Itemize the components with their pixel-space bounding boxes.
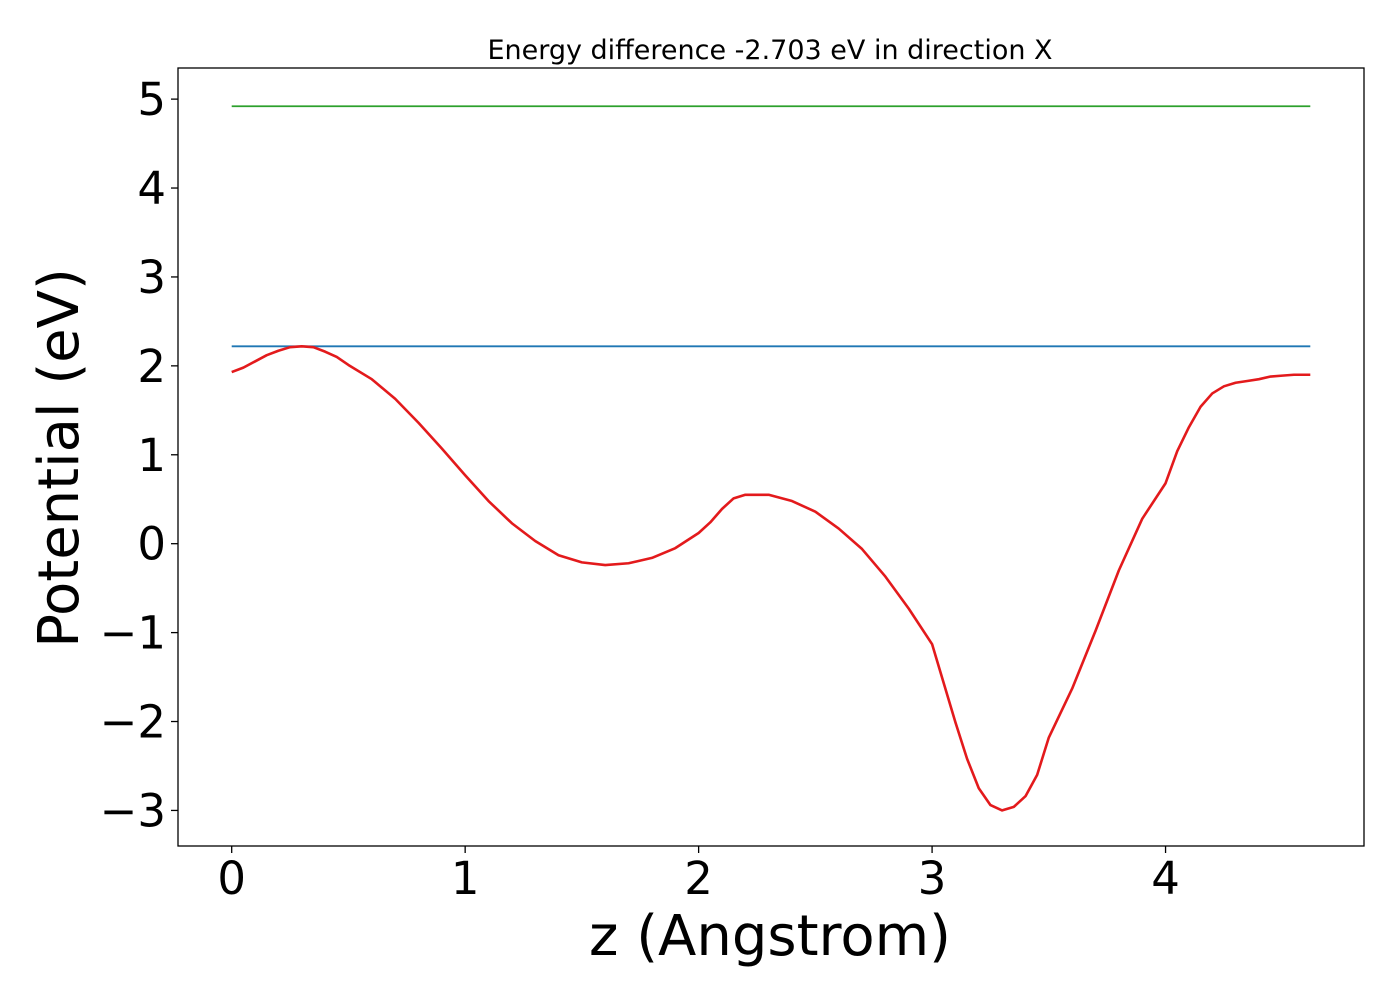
x-axis-label: z (Angstrom) [589, 904, 951, 969]
y-tick-label: −1 [100, 607, 166, 660]
x-tick-label: 0 [217, 852, 246, 905]
series-layer [231, 105, 1311, 812]
chart-title: Energy difference -2.703 eV in direction… [487, 35, 1052, 66]
plot-frame [177, 67, 1365, 847]
y-tick-label: 3 [137, 251, 166, 304]
y-tick-label: 0 [137, 518, 166, 571]
y-tick-label: 4 [137, 162, 166, 215]
y-tick-label: 5 [137, 73, 166, 126]
x-tick-label: 4 [1151, 852, 1180, 905]
x-tick-label: 2 [684, 852, 713, 905]
potential-curve [231, 344, 1311, 812]
x-tick-label: 3 [918, 852, 947, 905]
y-tick-label: 1 [137, 429, 166, 482]
x-tick-label: 1 [451, 852, 480, 905]
y-tick-label: −3 [100, 784, 166, 837]
y-axis-label: Potential (eV) [27, 268, 92, 648]
y-tick-label: 2 [137, 340, 166, 393]
y-tick-label: −2 [100, 696, 166, 749]
y-axis-ticks: −3 −2 −1 0 1 2 3 4 5 [100, 73, 178, 837]
x-axis-ticks: 0 1 2 3 4 [217, 846, 1180, 905]
